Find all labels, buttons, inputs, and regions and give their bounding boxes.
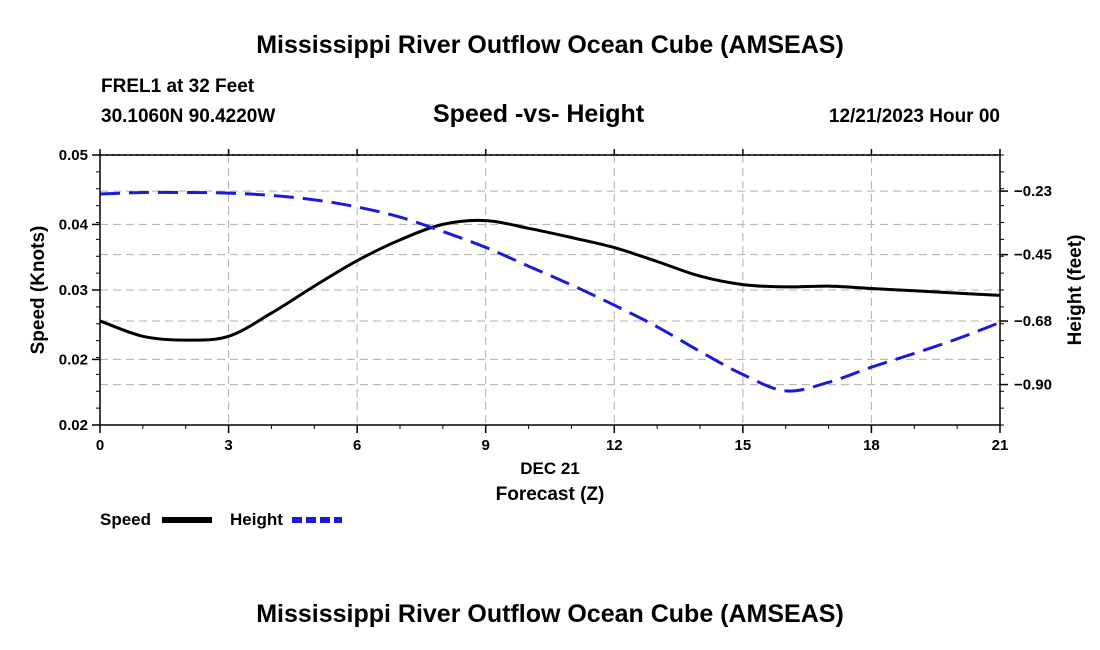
y-tick-label: 0.03 — [59, 282, 88, 299]
axis-labels: DEC 21 Forecast (Z) Speed (Knots) Height… — [28, 226, 1086, 505]
y-axis-label: Speed (Knots) — [28, 226, 49, 355]
ticks: 0 3 6 9 12 15 18 21 0.02 0.02 0.03 0.04 0.05 −0.23 −0.… — [59, 147, 1052, 454]
speed-series-line — [99, 218, 1001, 342]
legend: Speed Height — [100, 510, 342, 529]
y2-tick-label: −0.68 — [1014, 313, 1052, 330]
x-tick-label: 18 — [863, 437, 880, 454]
x-tick-label: 15 — [735, 437, 752, 454]
y-tick-label: 0.04 — [59, 216, 89, 233]
legend-height-label: Height — [230, 510, 283, 529]
chart-title: Speed -vs- Height — [433, 100, 645, 128]
x-tick-label: 12 — [606, 437, 623, 454]
y-tick-label: 0.02 — [59, 351, 88, 368]
station-coordinates: 30.1060N 90.4220W — [101, 106, 276, 127]
y-tick-label: 0.02 — [59, 417, 88, 434]
series-layer — [99, 190, 1001, 393]
legend-speed-label: Speed — [100, 510, 151, 529]
y2-axis-label: Height (feet) — [1065, 235, 1086, 346]
page-title: Mississippi River Outflow Ocean Cube (AM… — [256, 31, 844, 59]
x-tick-label: 3 — [224, 437, 232, 454]
x-tick-label: 0 — [96, 437, 104, 454]
footer-title: Mississippi River Outflow Ocean Cube (AM… — [256, 600, 844, 628]
y-tick-label: 0.05 — [59, 147, 88, 164]
forecast-datetime: 12/21/2023 Hour 00 — [828, 106, 1000, 127]
x-axis-label: Forecast (Z) — [496, 484, 605, 505]
x-tick-label: 6 — [353, 437, 361, 454]
x-tick-label: 9 — [482, 437, 490, 454]
x-date-label: DEC 21 — [520, 459, 580, 478]
grid — [100, 155, 1000, 425]
x-tick-label: 21 — [992, 437, 1009, 454]
y2-tick-label: −0.45 — [1014, 247, 1052, 264]
height-series-line — [99, 190, 1001, 393]
y2-tick-label: −0.23 — [1014, 183, 1052, 200]
station-label: FREL1 at 32 Feet — [101, 76, 255, 97]
y2-tick-label: −0.90 — [1014, 377, 1052, 394]
